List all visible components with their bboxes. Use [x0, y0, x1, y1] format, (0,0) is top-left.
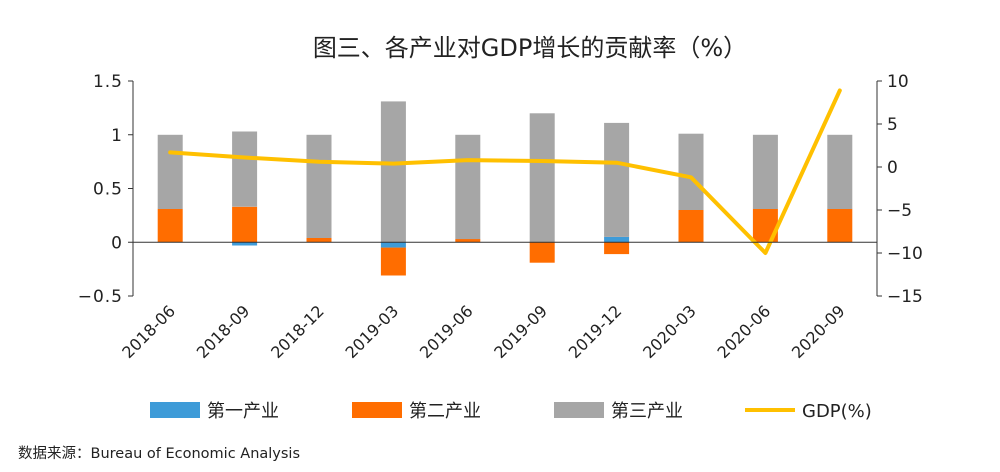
legend-label: 第二产业	[409, 401, 481, 422]
bar-s2-2018-12	[307, 238, 332, 242]
x-tick-label: 2019-09	[490, 301, 551, 362]
y-left-tick-label: 1	[111, 126, 123, 146]
y-right-tick-label: 0	[887, 158, 898, 178]
bar-s3-2018-09	[232, 132, 257, 207]
legend: 第一产业 第二产业 第三产业 GDP(%)	[150, 401, 872, 422]
y-left-tick-label: −0.5	[78, 287, 123, 307]
bar-s3-2019-09	[530, 113, 555, 242]
x-tick-label: 2019-06	[416, 301, 477, 362]
x-tick-label: 2020-03	[639, 301, 700, 362]
bar-s3-2020-03	[679, 134, 704, 210]
legend-label: 第一产业	[207, 401, 279, 422]
bar-s3-2020-09	[827, 135, 852, 209]
y-left-tick-label: 0.5	[93, 180, 123, 200]
gdp-line	[170, 91, 840, 254]
y-left-tick-label: 0	[111, 233, 123, 253]
bar-s3-2018-12	[307, 135, 332, 238]
y-left-tick-label: 1.5	[93, 72, 123, 92]
bar-s2-2020-09	[827, 209, 852, 242]
x-tick-label: 2018-06	[118, 301, 179, 362]
bar-s2-2019-06	[455, 239, 480, 242]
x-tick-label: 2019-12	[565, 301, 626, 362]
legend-swatch-s1	[150, 402, 200, 418]
x-tick-label: 2019-03	[342, 301, 403, 362]
y-right-tick-label: −15	[887, 287, 923, 307]
y-right-tick-label: 10	[887, 72, 909, 92]
bar-s1-2018-09	[232, 242, 257, 245]
bar-s3-2019-03	[381, 101, 406, 242]
legend-swatch-s3	[554, 402, 604, 418]
bar-s2-2018-09	[232, 207, 257, 243]
bar-s3-2019-12	[604, 123, 629, 237]
bar-s2-2020-03	[679, 210, 704, 242]
source-note: 数据来源：Bureau of Economic Analysis	[18, 445, 300, 462]
y-right-tick-label: −10	[887, 244, 923, 264]
x-tick-label: 2020-09	[788, 301, 849, 362]
x-tick-label: 2018-12	[267, 301, 328, 362]
bar-s2-2019-09	[530, 242, 555, 262]
bar-s1-2019-12	[604, 237, 629, 242]
bar-s2-2018-06	[158, 209, 183, 242]
bar-s3-2018-06	[158, 135, 183, 209]
legend-swatch-s2	[352, 402, 402, 418]
legend-label: 第三产业	[611, 401, 683, 422]
bar-s3-2020-06	[753, 135, 778, 209]
bar-s1-2019-03	[381, 242, 406, 247]
bar-s2-2019-03	[381, 248, 406, 276]
x-tick-label: 2018-09	[193, 301, 254, 362]
y-right-tick-label: 5	[887, 115, 898, 135]
y-right-tick-label: −5	[887, 201, 912, 221]
chart-title: 图三、各产业对GDP增长的贡献率（%）	[313, 34, 747, 62]
bar-s3-2019-06	[455, 135, 480, 239]
legend-label: GDP(%)	[802, 401, 872, 422]
plot-area	[158, 90, 853, 275]
x-tick-label: 2020-06	[714, 301, 775, 362]
bar-s2-2019-12	[604, 242, 629, 254]
